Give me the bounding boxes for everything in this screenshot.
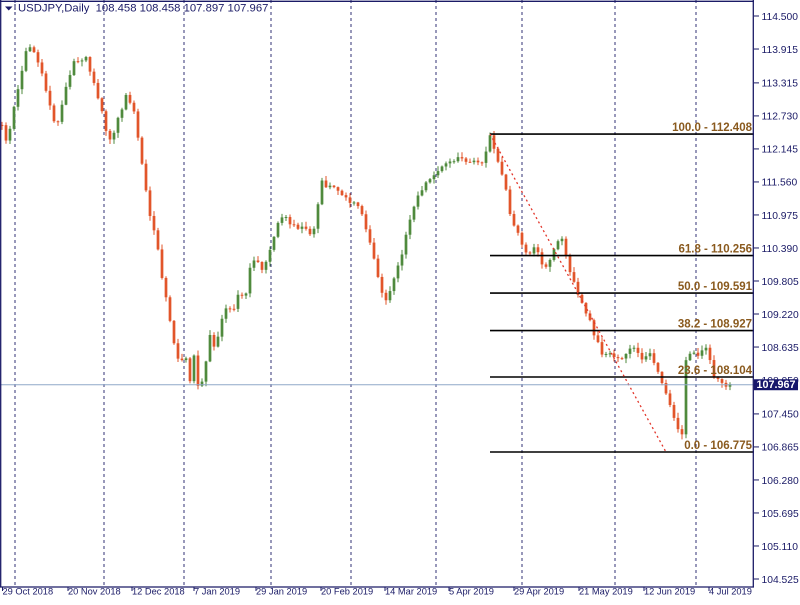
svg-text:4 Jul 2019: 4 Jul 2019	[709, 587, 752, 597]
svg-text:107.450: 107.450	[762, 410, 799, 421]
svg-text:12 Dec 2018: 12 Dec 2018	[132, 587, 185, 597]
svg-text:106.865: 106.865	[762, 443, 799, 454]
svg-text:109.805: 109.805	[762, 277, 799, 288]
svg-text:12 Jun 2019: 12 Jun 2019	[644, 587, 695, 597]
svg-text:111.560: 111.560	[762, 178, 798, 189]
svg-text:14 Mar 2019: 14 Mar 2019	[385, 587, 437, 597]
svg-text:110.390: 110.390	[762, 244, 799, 255]
svg-text:108.635: 108.635	[762, 343, 799, 354]
svg-text:105.110: 105.110	[762, 542, 799, 553]
svg-text:29 Oct 2018: 29 Oct 2018	[3, 587, 54, 597]
svg-text:100.0 - 112.408: 100.0 - 112.408	[672, 122, 753, 134]
svg-text:20 Feb 2019: 20 Feb 2019	[321, 587, 373, 597]
svg-text:38.2 - 108.927: 38.2 - 108.927	[678, 319, 752, 331]
svg-text:USDJPY,Daily 108.458 108.458: USDJPY,Daily 108.458 108.458 107.897 107…	[18, 3, 268, 15]
svg-text:105.695: 105.695	[762, 509, 799, 520]
svg-text:112.730: 112.730	[762, 112, 799, 123]
svg-text:113.315: 113.315	[762, 79, 799, 90]
svg-text:114.500: 114.500	[762, 12, 799, 23]
svg-text:112.145: 112.145	[762, 145, 799, 156]
svg-text:21 May 2019: 21 May 2019	[579, 587, 633, 597]
svg-text:23.6 - 108.104: 23.6 - 108.104	[678, 365, 753, 377]
svg-text:29 Jan 2019: 29 Jan 2019	[256, 587, 307, 597]
svg-text:29 Apr 2019: 29 Apr 2019	[514, 587, 564, 597]
svg-text:104.525: 104.525	[762, 575, 799, 586]
svg-text:20 Nov 2018: 20 Nov 2018	[68, 587, 121, 597]
svg-text:61.8 - 110.256: 61.8 - 110.256	[678, 244, 752, 256]
svg-text:0.0 - 106.775: 0.0 - 106.775	[684, 440, 752, 452]
svg-text:50.0 - 109.591: 50.0 - 109.591	[678, 281, 753, 293]
svg-text:110.975: 110.975	[762, 211, 799, 222]
svg-text:109.220: 109.220	[762, 310, 799, 321]
svg-text:7 Jan 2019: 7 Jan 2019	[194, 587, 240, 597]
svg-text:5 Apr 2019: 5 Apr 2019	[449, 587, 494, 597]
svg-text:113.915: 113.915	[762, 45, 799, 56]
svg-text:106.280: 106.280	[762, 476, 799, 487]
svg-text:107.967: 107.967	[756, 379, 795, 391]
